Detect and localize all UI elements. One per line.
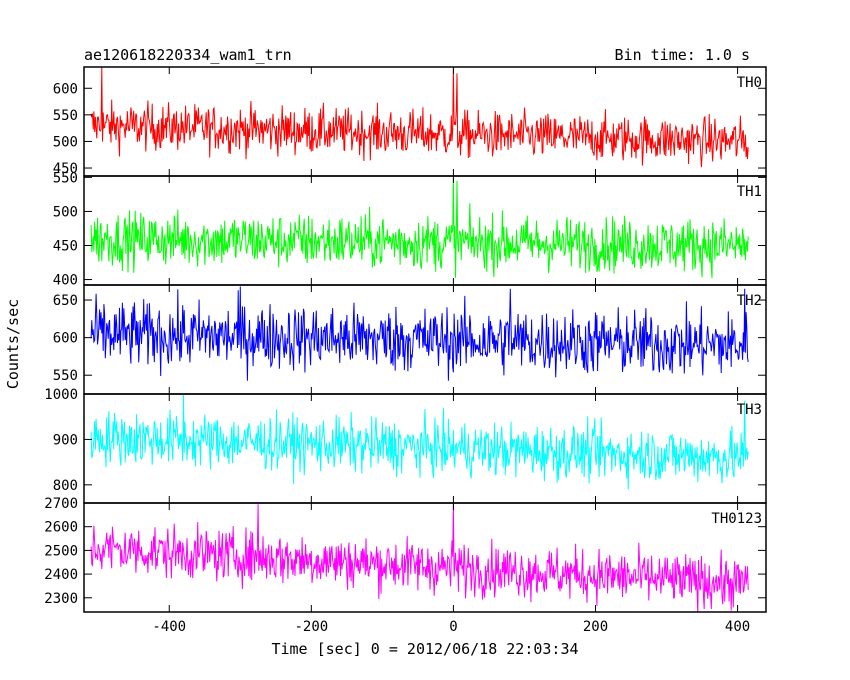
panel-frame — [83, 502, 767, 613]
chart-subtitle: Bin time: 1.0 s — [615, 46, 750, 64]
y-tick-label: 450 — [53, 161, 78, 177]
y-tick-label: 600 — [53, 331, 78, 347]
series-line-th0 — [90, 67, 749, 168]
series-line-th3 — [90, 394, 749, 490]
series-line-th0123 — [90, 503, 749, 612]
panel-th0: 450 500 550 600 TH0 — [53, 66, 767, 177]
x-axis-title: Time [sec] 0 = 2012/06/18 22:03:34 — [271, 640, 578, 658]
y-tick-label: 2400 — [44, 567, 78, 583]
y-tick-label: 550 — [53, 108, 78, 124]
y-tick-label: 450 — [53, 238, 78, 254]
y-tick-label: 2300 — [44, 591, 78, 607]
y-tick-label: 2600 — [44, 520, 78, 536]
series-line-th1 — [90, 176, 749, 279]
x-tick-label: -200 — [294, 619, 328, 635]
panel-label: TH0123 — [711, 511, 762, 527]
panel-label: TH0 — [737, 75, 762, 91]
panel-label: TH2 — [737, 293, 762, 309]
panel-th0123: 2300 2400 2500 2600 2700 TH0123 — [44, 496, 767, 613]
panel-label: TH1 — [737, 184, 762, 200]
y-tick-label: 500 — [53, 204, 78, 220]
panel-th1: 400 450 500 550 TH1 — [53, 170, 767, 289]
y-axis-title: Counts/sec — [4, 299, 22, 389]
y-tick-label: 550 — [53, 368, 78, 384]
panel-label: TH3 — [737, 402, 762, 418]
panel-th3: 800 900 1000 TH3 — [44, 387, 767, 504]
panel-th2: 550 600 650 TH2 — [53, 284, 767, 395]
x-tick-label: 0 — [449, 619, 457, 635]
y-tick-label: 2500 — [44, 543, 78, 559]
x-axis: -400 -200 0 200 400 — [152, 619, 750, 635]
y-tick-label: 2700 — [44, 496, 78, 512]
y-tick-label: 900 — [53, 432, 78, 448]
y-tick-label: 800 — [53, 478, 78, 494]
panels-group: 450 500 550 600 TH0 400 450 500 550 TH1 550 600 650 T… — [44, 66, 767, 613]
x-tick-label: 400 — [725, 619, 750, 635]
y-tick-label: 500 — [53, 134, 78, 150]
y-tick-label: 550 — [53, 170, 78, 186]
x-tick-label: 200 — [583, 619, 608, 635]
chart-title: ae120618220334_wam1_trn — [84, 46, 292, 64]
y-tick-label: 600 — [53, 81, 78, 97]
y-tick-label: 400 — [53, 273, 78, 289]
x-tick-label: -400 — [152, 619, 186, 635]
y-tick-label: 1000 — [44, 387, 78, 403]
y-tick-label: 650 — [53, 293, 78, 309]
series-line-th2 — [90, 286, 749, 381]
